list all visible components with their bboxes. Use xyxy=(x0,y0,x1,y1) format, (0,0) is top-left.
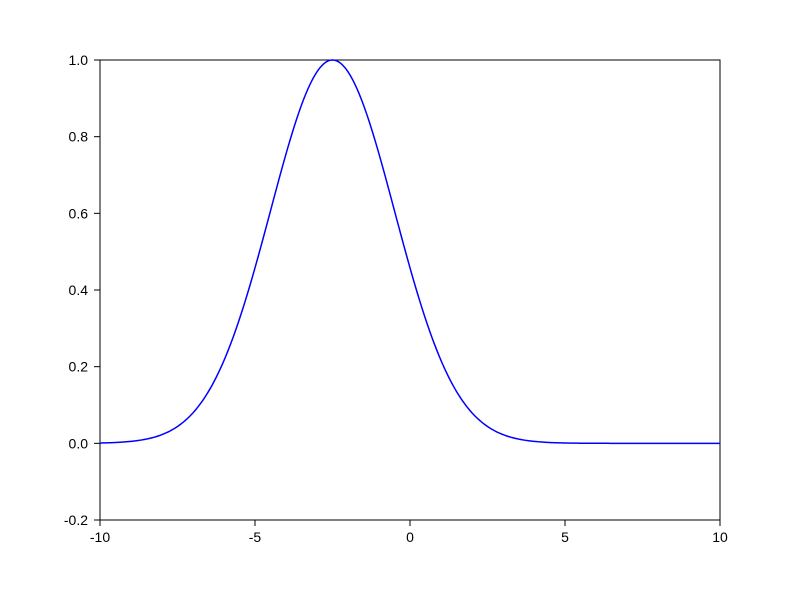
y-tick-label: 0.0 xyxy=(69,435,89,451)
x-tick-label: -5 xyxy=(249,529,262,545)
y-tick-label: 1.0 xyxy=(69,52,89,68)
y-tick-label: 0.6 xyxy=(69,205,89,221)
y-tick-label: -0.2 xyxy=(64,512,88,528)
plot-border xyxy=(100,60,720,520)
gaussian-curve xyxy=(100,60,720,443)
y-tick-label: 0.4 xyxy=(69,282,89,298)
line-chart: -10 -5 0 5 10 -0.2 0.0 0.2 0.4 0.6 0.8 1.0 xyxy=(0,0,800,600)
x-tick-label: 5 xyxy=(561,529,569,545)
x-tick-label: 10 xyxy=(712,529,728,545)
y-tick-label: 0.2 xyxy=(69,359,89,375)
x-tick-label: 0 xyxy=(406,529,414,545)
x-tick-label: -10 xyxy=(90,529,110,545)
y-tick-label: 0.8 xyxy=(69,129,89,145)
chart-container: -10 -5 0 5 10 -0.2 0.0 0.2 0.4 0.6 0.8 1.0 xyxy=(0,0,800,600)
